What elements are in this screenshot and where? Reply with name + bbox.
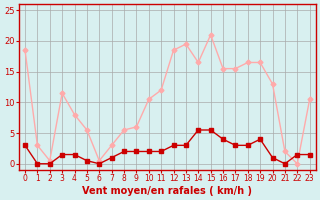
X-axis label: Vent moyen/en rafales ( km/h ): Vent moyen/en rafales ( km/h ) xyxy=(82,186,252,196)
